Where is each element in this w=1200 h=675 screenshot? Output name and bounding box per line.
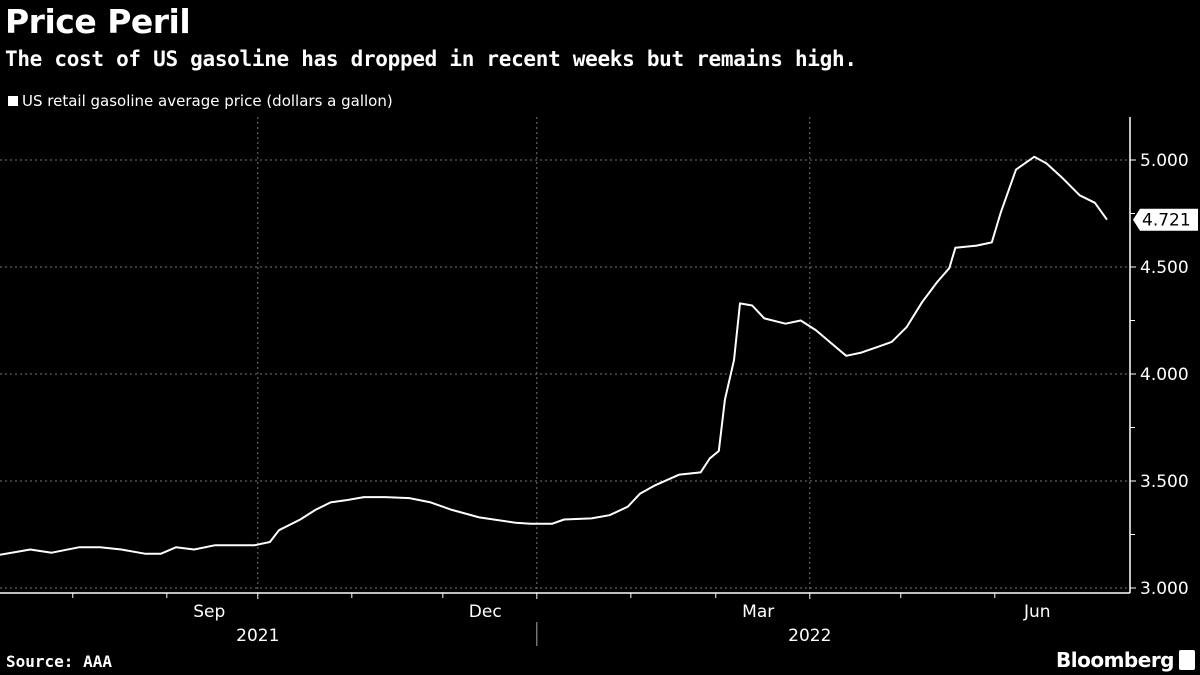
legend: US retail gasoline average price (dollar…	[8, 92, 393, 110]
legend-label: US retail gasoline average price (dollar…	[22, 92, 393, 110]
x-tick-label: Sep	[193, 602, 225, 622]
y-tick-label: 4.500	[1140, 258, 1189, 278]
price-line	[0, 155, 1108, 556]
source-note: Source: AAA	[6, 652, 112, 671]
x-tick-label: Jun	[1023, 602, 1051, 622]
chart-subtitle: The cost of US gasoline has dropped in r…	[5, 47, 857, 71]
chart-title: Price Peril	[5, 2, 191, 41]
y-tick-label: 5.000	[1140, 151, 1189, 171]
year-label: 2021	[236, 626, 279, 646]
year-label: 2022	[788, 626, 831, 646]
y-tick-label: 3.500	[1140, 472, 1189, 492]
x-tick-label: Dec	[469, 602, 502, 622]
y-tick-label: 4.000	[1140, 365, 1189, 385]
y-tick-label: 3.000	[1140, 579, 1189, 599]
legend-swatch	[8, 96, 18, 106]
x-tick-label: Mar	[742, 602, 774, 622]
last-value-label: 4.721	[1142, 211, 1191, 231]
bloomberg-logo-icon	[1179, 650, 1195, 670]
last-value-badge	[1133, 208, 1198, 231]
bloomberg-logo: Bloomberg	[1056, 648, 1174, 672]
